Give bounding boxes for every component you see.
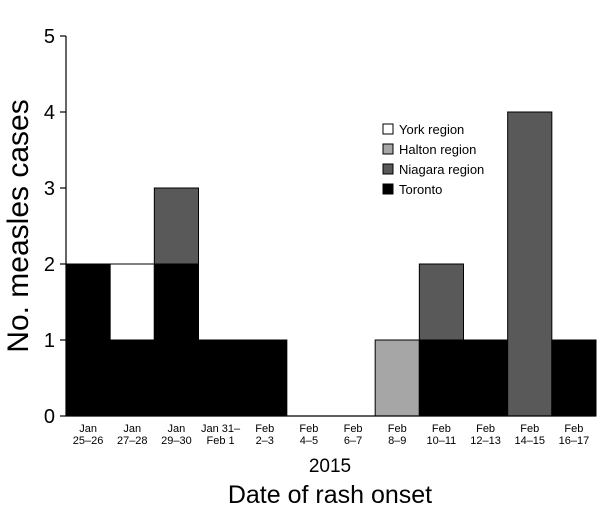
x-tick-label-9: Feb 12–13 [470,423,501,447]
bar-toronto-4 [242,339,288,417]
y-tick-label-3: 3 [44,178,55,200]
legend-label-niagara-region: Niagara region [399,162,484,177]
x-tick-label-4: Feb 2–3 [255,423,274,447]
x-tick-label-1: Jan 27–28 [117,423,148,447]
bar-niagara-region-8 [418,263,465,341]
y-tick-label-0: 0 [44,406,55,428]
legend-swatch-york-region [382,123,394,135]
legend-swatch-toronto [382,183,394,195]
x-axis-year-label: 2015 [309,456,351,477]
x-axis: Jan 25–26 Jan 27–28 Jan 29–30 Jan 31– Feb 1 Feb 2… [66,415,596,447]
x-tick-label-2: Jan 29–30 [161,423,192,447]
y-axis: 0 1 2 3 4 5 [44,26,67,428]
x-tick-label-3: Jan 31– Feb 1 [201,423,241,447]
legend: York region Halton region Niagara region To… [382,122,484,197]
y-tick-label-4: 4 [44,102,55,124]
y-axis-title: No. measles cases [2,99,35,352]
bar-toronto-11 [551,339,597,417]
legend-label-halton-region: Halton region [399,142,476,157]
bar-york-region-1 [109,263,155,341]
bar-toronto-1 [109,339,155,417]
y-tick-label-5: 5 [44,26,55,48]
plot-area [65,111,597,417]
bar-niagara-region-10 [507,111,553,417]
bar-toronto-8 [418,339,465,417]
bar-toronto-2 [153,263,199,417]
bar-halton-region-7 [374,339,420,417]
x-tick-label-7: Feb 8–9 [388,423,407,447]
bar-toronto-9 [463,339,509,417]
x-tick-label-11: Feb 16–17 [559,423,590,447]
y-tick-label-1: 1 [44,330,55,352]
bar-toronto-3 [198,339,244,417]
x-tick-label-10: Feb 14–15 [514,423,545,447]
x-tick-label-6: Feb 6–7 [344,423,363,447]
legend-swatch-niagara-region [382,163,394,175]
legend-label-york-region: York region [399,122,464,137]
x-axis-title: Date of rash onset [228,481,432,509]
legend-swatch-halton-region [382,143,394,155]
y-tick-label-2: 2 [44,254,55,276]
bar-toronto-0 [65,263,111,417]
bar-niagara-region-2 [153,187,199,265]
x-tick-label-0: Jan 25–26 [73,423,104,447]
x-tick-label-5: Feb 4–5 [299,423,318,447]
legend-label-toronto: Toronto [399,182,442,197]
x-tick-label-8: Feb 10–11 [427,423,457,447]
